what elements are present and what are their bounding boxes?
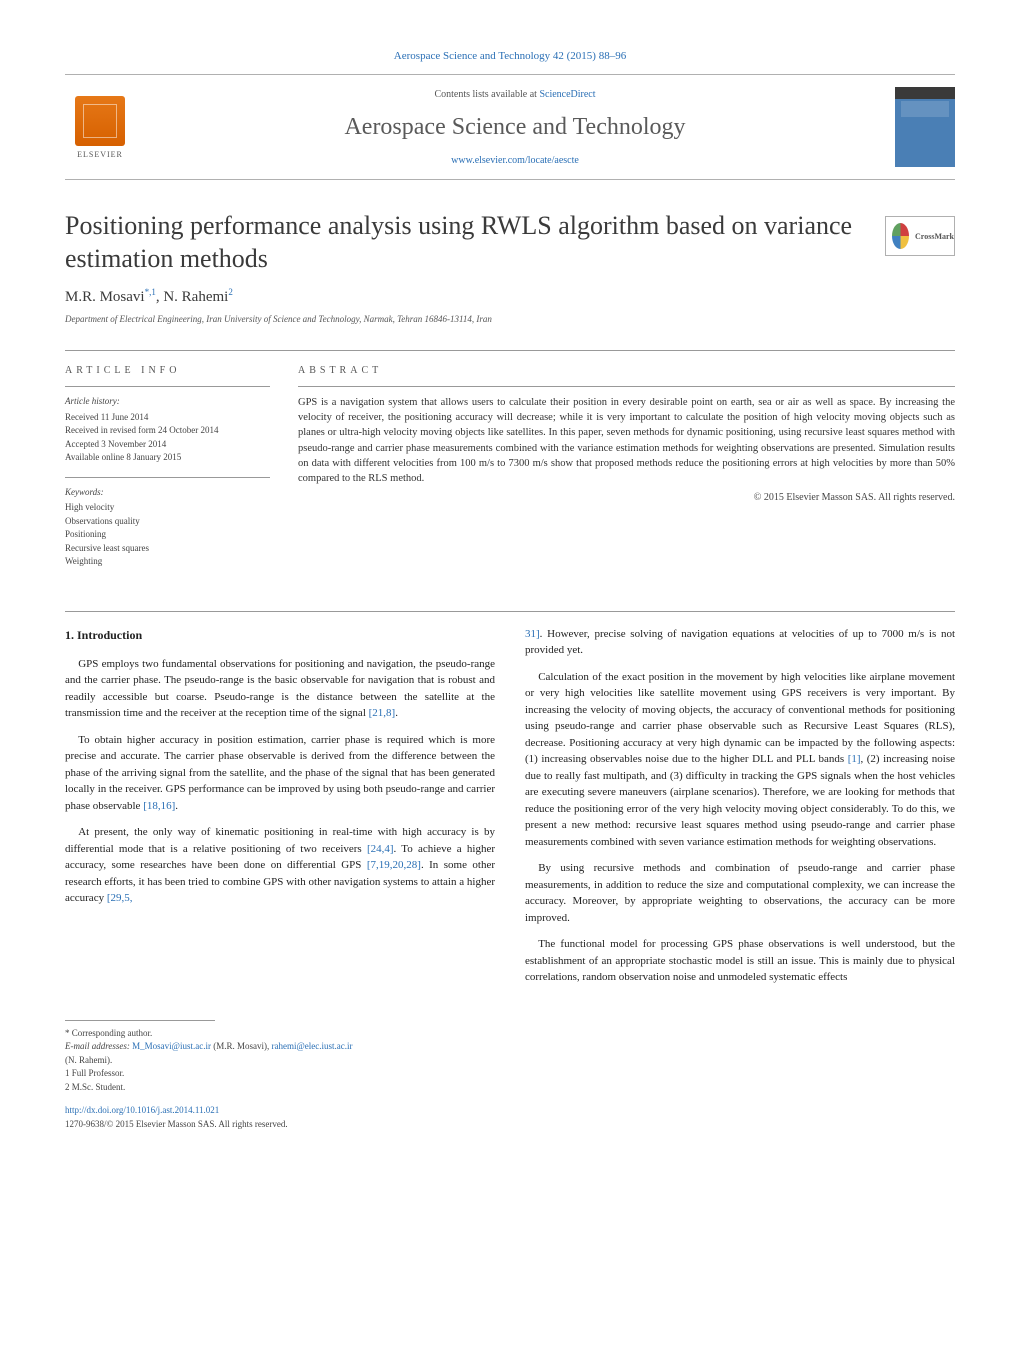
author-1-sup: *,1	[145, 287, 156, 297]
intro-heading: 1. Introduction	[65, 626, 495, 644]
footer-divider	[65, 1020, 215, 1021]
journal-url[interactable]: www.elsevier.com/locate/aescte	[150, 155, 880, 166]
journal-header-box: ELSEVIER Contents lists available at Sci…	[65, 74, 955, 180]
contents-line: Contents lists available at ScienceDirec…	[150, 89, 880, 100]
keyword-1: Observations quality	[65, 515, 270, 529]
history-heading: Article history:	[65, 395, 270, 409]
article-info-label: article info	[65, 365, 270, 376]
divider-body	[65, 611, 955, 612]
ref-18-16[interactable]: [18,16]	[143, 800, 175, 812]
corresponding-author: * Corresponding author.	[65, 1027, 955, 1041]
elsevier-label: ELSEVIER	[77, 150, 123, 159]
email-2-name: (N. Rahemi).	[65, 1054, 955, 1068]
divider-top	[65, 350, 955, 351]
author-2: , N. Rahemi	[156, 289, 229, 305]
p1-text: GPS employs two fundamental observations…	[65, 658, 495, 720]
ref-7-19-20-28[interactable]: [7,19,20,28]	[367, 859, 421, 871]
divider-info	[65, 386, 270, 387]
p-r1b: . However, precise solving of navigation…	[525, 628, 955, 657]
crossmark-badge[interactable]: CrossMark	[885, 216, 955, 256]
abstract-label: abstract	[298, 365, 955, 376]
divider-keywords	[65, 477, 270, 478]
elsevier-logo: ELSEVIER	[65, 87, 135, 167]
history-line-1: Received in revised form 24 October 2014	[65, 424, 270, 438]
article-title: Positioning performance analysis using R…	[65, 210, 865, 275]
history-line-2: Accepted 3 November 2014	[65, 438, 270, 452]
keyword-2: Positioning	[65, 528, 270, 542]
ref-21-8[interactable]: [21,8]	[369, 707, 396, 719]
journal-citation: Aerospace Science and Technology 42 (201…	[65, 50, 955, 62]
ref-24-4[interactable]: [24,4]	[367, 843, 394, 855]
doi-link[interactable]: http://dx.doi.org/10.1016/j.ast.2014.11.…	[65, 1105, 219, 1115]
keyword-4: Weighting	[65, 555, 270, 569]
authors: M.R. Mosavi*,1, N. Rahemi2	[65, 287, 955, 306]
journal-title: Aerospace Science and Technology	[150, 114, 880, 141]
body-column-right: 31]. However, precise solving of navigat…	[525, 626, 955, 996]
affiliation: Department of Electrical Engineering, Ir…	[65, 314, 955, 324]
p-r2a: Calculation of the exact position in the…	[525, 671, 955, 766]
body-column-left: 1. Introduction GPS employs two fundamen…	[65, 626, 495, 996]
header-center: Contents lists available at ScienceDirec…	[150, 89, 880, 166]
copyright: © 2015 Elsevier Masson SAS. All rights r…	[298, 492, 955, 503]
abstract-column: abstract GPS is a navigation system that…	[298, 365, 955, 581]
email-1-name: (M.R. Mosavi),	[211, 1041, 272, 1051]
email-2[interactable]: rahemi@elec.iust.ac.ir	[271, 1041, 352, 1051]
footnote-2: 2 M.Sc. Student.	[65, 1081, 955, 1095]
p-r4: The functional model for processing GPS …	[525, 936, 955, 986]
p-r2b: , (2) increasing noise due to really fas…	[525, 753, 955, 848]
email-1[interactable]: M_Mosavi@iust.ac.ir	[132, 1041, 211, 1051]
ref-1[interactable]: [1]	[848, 753, 861, 765]
elsevier-tree-icon	[75, 96, 125, 146]
journal-cover-thumbnail	[895, 87, 955, 167]
keywords-block: Keywords: High velocity Observations qua…	[65, 486, 270, 569]
ref-29-5[interactable]: [29,5,	[107, 892, 133, 904]
divider-abstract	[298, 386, 955, 387]
issn-line: 1270-9638/© 2015 Elsevier Masson SAS. Al…	[65, 1118, 955, 1132]
ref-31[interactable]: 31]	[525, 628, 540, 640]
author-2-sup: 2	[228, 287, 233, 297]
article-info-column: article info Article history: Received 1…	[65, 365, 270, 581]
footnote-1: 1 Full Professor.	[65, 1067, 955, 1081]
article-history: Article history: Received 11 June 2014 R…	[65, 395, 270, 465]
history-line-3: Available online 8 January 2015	[65, 451, 270, 465]
contents-prefix: Contents lists available at	[434, 89, 539, 100]
footer: * Corresponding author. E-mail addresses…	[65, 1027, 955, 1132]
author-1: M.R. Mosavi	[65, 289, 145, 305]
crossmark-label: CrossMark	[915, 232, 954, 241]
p2-text: To obtain higher accuracy in position es…	[65, 734, 495, 812]
keyword-3: Recursive least squares	[65, 542, 270, 556]
p-r3: By using recursive methods and combinati…	[525, 860, 955, 926]
keywords-heading: Keywords:	[65, 486, 270, 500]
sciencedirect-link[interactable]: ScienceDirect	[539, 89, 595, 100]
email-label: E-mail addresses:	[65, 1041, 132, 1051]
abstract-text: GPS is a navigation system that allows u…	[298, 395, 955, 486]
crossmark-icon	[892, 223, 909, 249]
history-line-0: Received 11 June 2014	[65, 411, 270, 425]
keyword-0: High velocity	[65, 501, 270, 515]
